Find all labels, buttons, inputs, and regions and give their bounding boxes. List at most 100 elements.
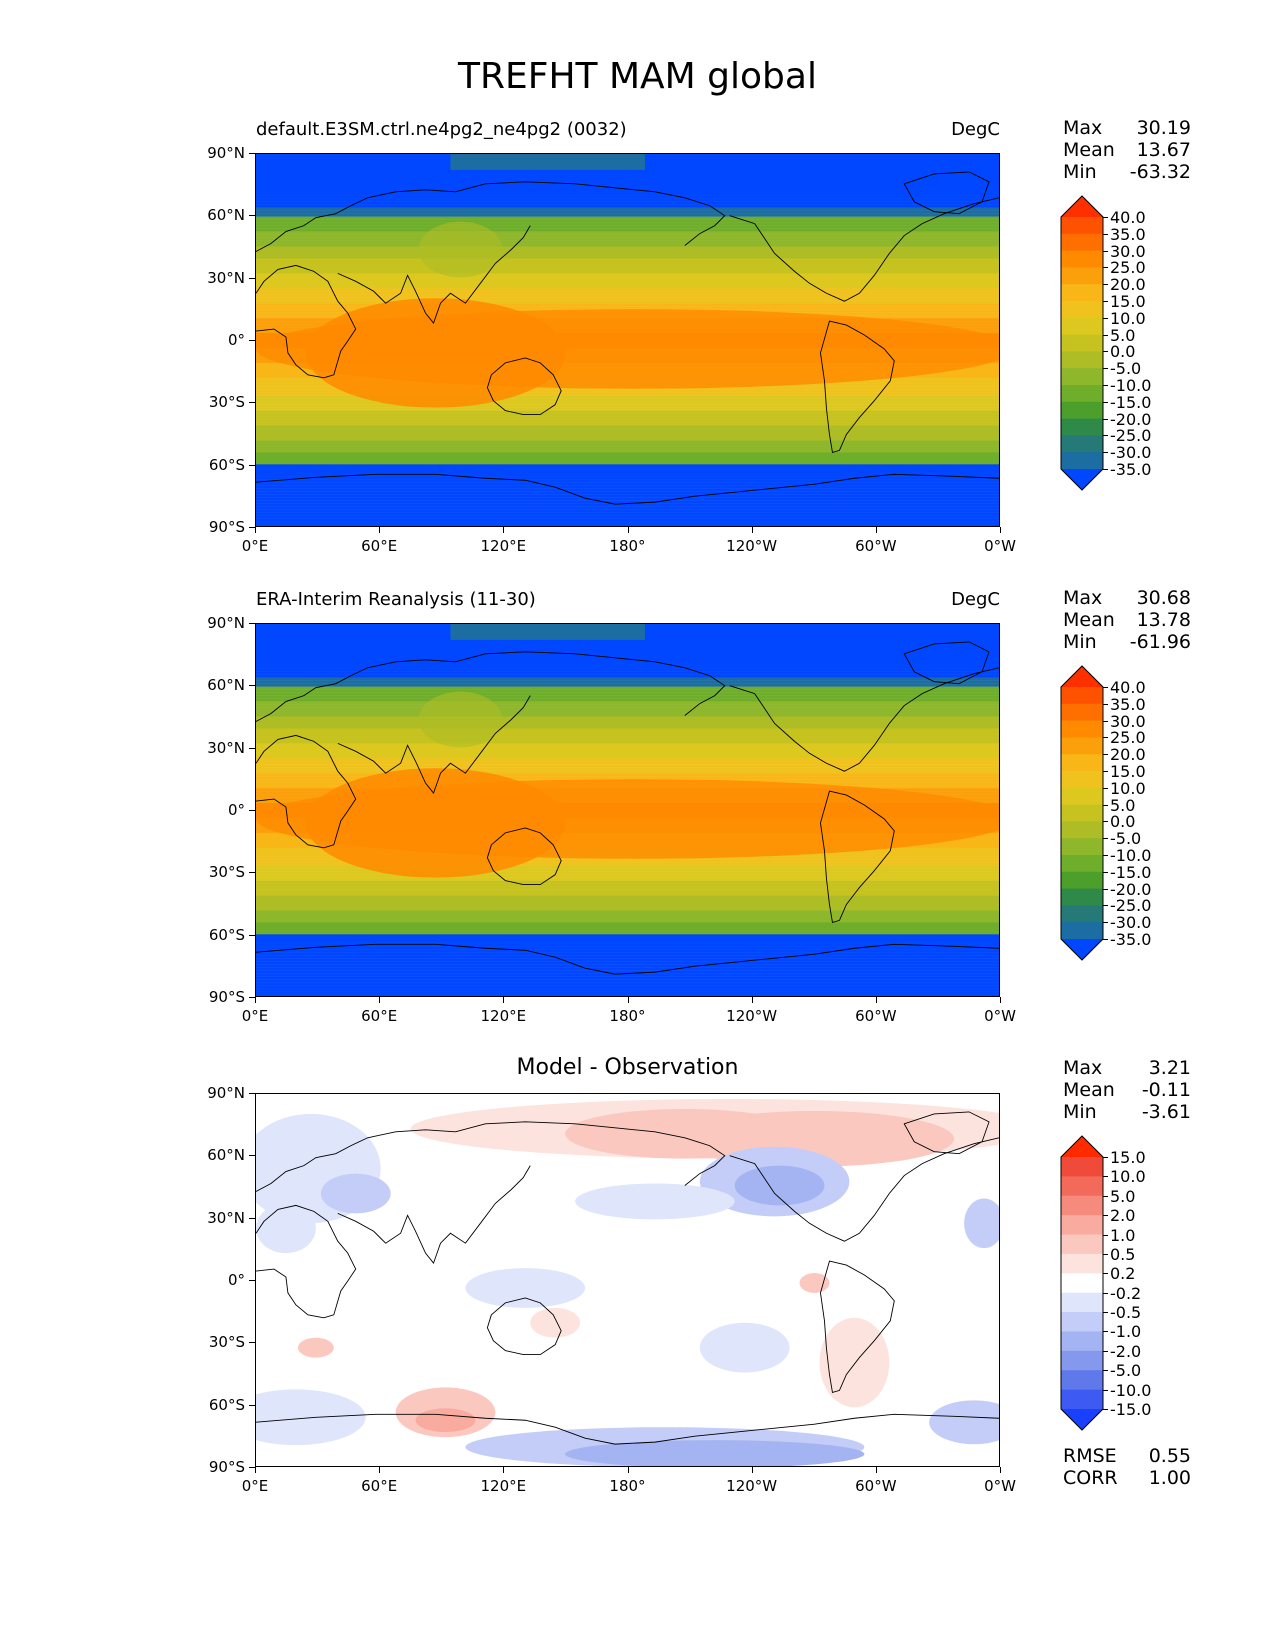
lat-tick-label: 30°N [207, 1208, 245, 1227]
map-plot [255, 1093, 1000, 1467]
colorbar-label: 15.0 [1110, 1148, 1146, 1167]
lon-tick-mark [379, 1467, 381, 1473]
lon-tick-mark [627, 1467, 629, 1473]
colorbar-tick [1103, 787, 1108, 789]
colorbar-label: 0.5 [1110, 1244, 1136, 1264]
colorbar-label: -1.0 [1110, 1322, 1142, 1342]
colorbar-label: 30.0 [1110, 711, 1146, 731]
lat-tick-mark [249, 685, 255, 687]
lon-tick-label: 120°W [726, 537, 778, 555]
colorbar-label: -0.2 [1110, 1283, 1142, 1303]
panel-title-left: ERA-Interim Reanalysis (11-30) [256, 589, 536, 610]
colorbar-label: -30.0 [1110, 913, 1152, 933]
colorbar-label: -5.0 [1110, 359, 1142, 379]
stat-label: Max [1063, 117, 1103, 139]
stat-label: Mean [1063, 1079, 1115, 1101]
lon-tick-label: 0°W [984, 1477, 1016, 1495]
units-label: DegC [951, 589, 1000, 610]
stat-value: 3.21 [1148, 1057, 1191, 1079]
colorbar-swatches [1060, 195, 1104, 491]
lon-tick-label: 60°E [361, 1477, 398, 1495]
colorbar-label: 2.0 [1110, 1206, 1136, 1226]
colorbar-tick [1103, 217, 1108, 218]
colorbar-tick [1103, 469, 1108, 470]
lon-tick-label: 180° [609, 537, 646, 555]
colorbar-tick [1103, 871, 1108, 873]
stat-value: -3.61 [1141, 1101, 1191, 1123]
colorbar-tick [1103, 1234, 1108, 1236]
colorbar-tick [1103, 1176, 1108, 1178]
colorbar-label: 20.0 [1110, 745, 1146, 765]
colorbar-label: -20.0 [1110, 879, 1152, 899]
lon-tick-label: 120°W [726, 1477, 778, 1495]
stat-value: 1.00 [1148, 1467, 1191, 1489]
colorbar-tick [1103, 838, 1108, 840]
lon-tick-mark [503, 997, 505, 1003]
colorbar-label: 10.0 [1110, 778, 1146, 798]
colorbar-tick [1103, 922, 1108, 924]
lat-tick-label: 60°S [208, 455, 245, 474]
lat-tick-mark [249, 340, 255, 341]
colorbar-tick [1103, 267, 1108, 269]
colorbar-tick [1103, 855, 1108, 856]
colorbar-label: 5.0 [1110, 795, 1136, 815]
lat-tick-mark [249, 527, 255, 528]
stat-value: 13.78 [1136, 609, 1191, 631]
stat-label: CORR [1063, 1467, 1118, 1489]
coastlines [256, 171, 999, 505]
lat-tick-label: 90°N [207, 144, 245, 162]
stat-value: 30.68 [1136, 587, 1191, 609]
stat-label: Mean [1063, 139, 1115, 161]
lon-tick-mark [751, 1467, 753, 1473]
stat-value: 0.55 [1148, 1445, 1191, 1467]
stat-label: Min [1063, 1101, 1097, 1123]
colorbar-label: 0.0 [1110, 342, 1136, 362]
lat-tick-label: 30°S [208, 863, 245, 882]
stat-value: 30.19 [1136, 117, 1191, 139]
colorbar-tick [1103, 1350, 1108, 1352]
colorbar-tick [1103, 452, 1108, 454]
colorbar-tick [1103, 334, 1108, 336]
lat-tick-mark [249, 810, 255, 811]
contour-field [256, 624, 999, 996]
lat-tick-label: 30°S [208, 1333, 245, 1352]
lon-tick-label: 0°E [241, 537, 269, 555]
colorbar-label: -30.0 [1110, 443, 1152, 463]
lon-tick-mark [627, 527, 629, 533]
lon-tick-mark [379, 527, 381, 533]
colorbar-tick [1103, 720, 1108, 722]
stat-label: Max [1063, 1057, 1103, 1079]
colorbar-swatches [1060, 665, 1104, 961]
lat-tick-label: 60°S [208, 925, 245, 944]
lon-tick-label: 0°W [984, 537, 1016, 555]
colorbar-label: 0.2 [1110, 1264, 1136, 1284]
lat-tick-label: 90°S [208, 518, 245, 536]
lat-tick-mark [249, 1467, 255, 1468]
lon-tick-label: 60°E [361, 537, 398, 555]
colorbar-label: 25.0 [1110, 728, 1146, 748]
lat-tick-label: 90°S [208, 988, 245, 1006]
colorbar-tick [1103, 1273, 1108, 1275]
lat-tick-mark [249, 215, 255, 217]
colorbar-tick [1103, 1215, 1108, 1217]
colorbar-tick [1103, 385, 1108, 386]
colorbar-label: 40.0 [1110, 208, 1146, 227]
colorbar-tick [1103, 888, 1108, 890]
lon-tick-mark [503, 527, 505, 533]
lat-tick-label: 30°S [208, 393, 245, 412]
colorbar-label: 40.0 [1110, 678, 1146, 697]
colorbar-label: 35.0 [1110, 694, 1146, 714]
lat-tick-label: 90°N [207, 1084, 245, 1102]
colorbar-label: 15.0 [1110, 762, 1146, 781]
lon-tick-label: 60°W [855, 1477, 897, 1495]
colorbar-tick [1103, 1195, 1108, 1197]
lon-tick-mark [627, 997, 629, 1003]
colorbar-label: -0.5 [1110, 1303, 1142, 1323]
colorbar-tick [1103, 284, 1108, 286]
colorbar-label: -20.0 [1110, 409, 1152, 429]
lat-tick-mark [249, 872, 255, 874]
lon-tick-mark [1000, 997, 1001, 1003]
observation-panel: ERA-Interim Reanalysis (11-30) DegC 90°N 60… [0, 470, 1275, 1025]
lat-tick-mark [249, 1342, 255, 1344]
colorbar-tick [1103, 1389, 1108, 1391]
